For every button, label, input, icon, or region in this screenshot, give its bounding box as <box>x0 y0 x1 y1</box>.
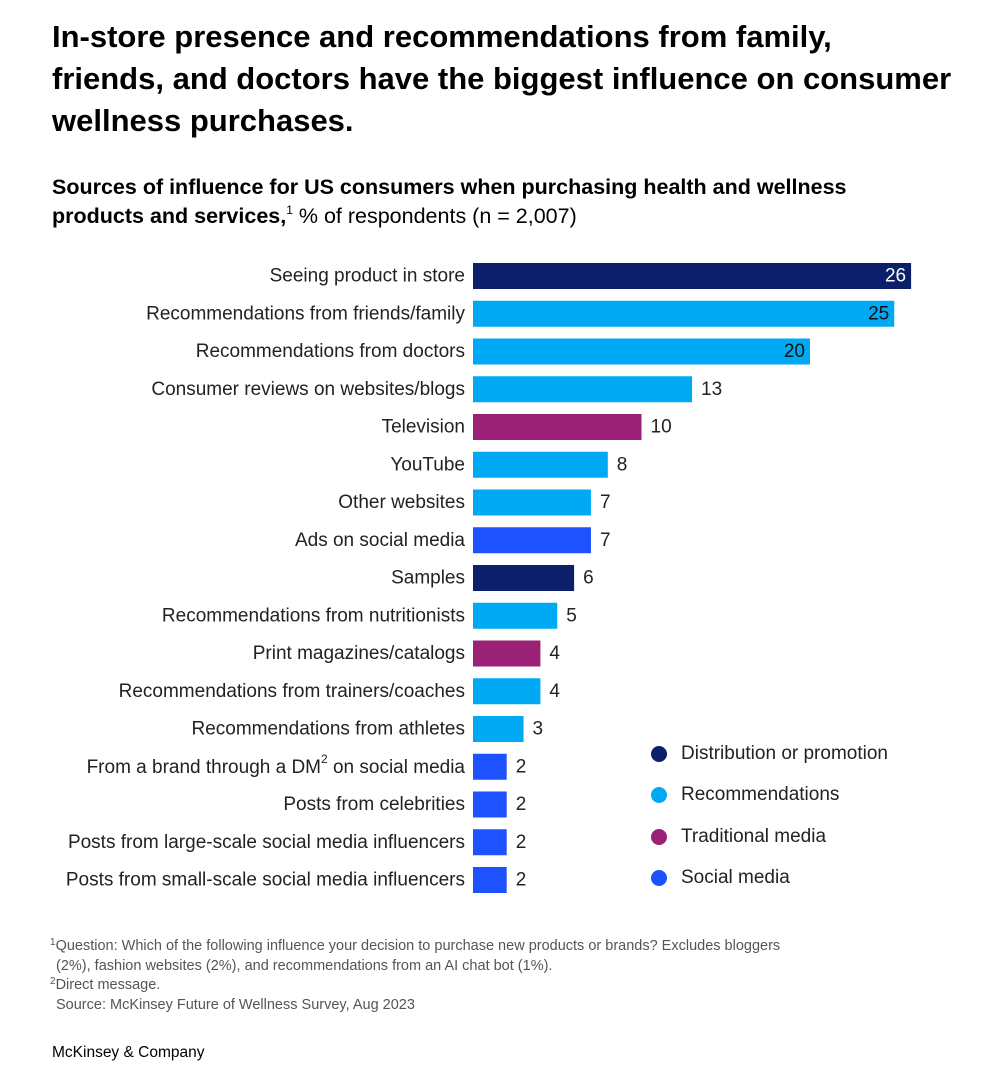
brand-logo-text: McKinsey & Company <box>52 1044 205 1061</box>
bar <box>473 489 591 516</box>
bar <box>473 716 524 742</box>
bar-label: Other websites <box>338 492 465 513</box>
bar <box>473 263 912 289</box>
bar-label: Recommendations from trainers/coaches <box>119 681 465 702</box>
bar-label: Seeing product in store <box>270 266 465 287</box>
bar-label: Posts from large-scale social media infl… <box>68 832 465 853</box>
legend-item: Distribution or promotion <box>651 733 888 775</box>
bar-value-label: 3 <box>533 719 544 740</box>
bar <box>473 829 507 856</box>
bar-value-label: 13 <box>701 379 722 400</box>
bar-label: Recommendations from friends/family <box>146 303 465 324</box>
legend-label: Traditional media <box>681 825 827 847</box>
bar <box>473 602 558 629</box>
bar <box>473 791 507 818</box>
footnote-1-marker: 1 <box>50 937 56 948</box>
bar-chart: Seeing product in store 26Recommendations… <box>66 263 912 893</box>
bar <box>473 640 541 667</box>
bar-label: Ads on social media <box>295 530 465 551</box>
legend-item: Social media <box>651 858 888 900</box>
bar-value-label: 7 <box>600 530 611 551</box>
bar <box>473 376 693 403</box>
bar <box>473 867 507 893</box>
footnotes: 1Question: Which of the following influe… <box>50 937 950 1015</box>
bar <box>473 300 895 327</box>
bar-value-label: 20 <box>784 341 805 362</box>
bar-value-label: 25 <box>868 303 889 324</box>
bar-value-label: 5 <box>566 605 577 626</box>
legend-item: Traditional media <box>651 816 888 858</box>
bar-label: Recommendations from athletes <box>191 719 465 740</box>
legend-label: Social media <box>681 867 790 889</box>
chart-title: In-store presence and recommendations fr… <box>52 19 952 138</box>
bar-label: Samples <box>391 568 465 589</box>
bar-label: YouTube <box>390 454 465 475</box>
bar-value-label: 2 <box>516 832 527 853</box>
bar-value-label: 4 <box>549 643 560 664</box>
footnote-2-marker: 2 <box>50 976 56 987</box>
bar <box>473 678 541 705</box>
footnote-2-text: Direct message. <box>55 977 161 993</box>
source-note: Source: McKinsey Future of Wellness Surv… <box>56 996 415 1013</box>
legend-swatch-icon <box>651 828 667 845</box>
legend-swatch-icon <box>651 787 667 804</box>
legend-swatch-icon <box>651 745 667 762</box>
bar <box>473 414 642 440</box>
legend-item: Recommendations <box>651 775 888 817</box>
bar-value-label: 7 <box>600 492 611 513</box>
bar-label: From a brand through a DM2 on social med… <box>87 752 466 778</box>
chart-subtitle: Sources of influence for US consumers wh… <box>52 173 912 231</box>
footnote-1: 1Question: Which of the following influe… <box>50 937 950 957</box>
bar-value-label: 2 <box>516 756 527 777</box>
bar-label: Posts from celebrities <box>283 794 465 815</box>
chart-legend: Distribution or promotion Recommendations… <box>651 733 888 899</box>
bar <box>473 753 507 780</box>
footnote-1-continued: (2%), fashion websites (2%), and recomme… <box>56 957 553 974</box>
subtitle-main: Sources of influence for US consumers wh… <box>52 175 847 228</box>
bar-value-label: 8 <box>617 454 628 475</box>
footnote-1-line-1: Question: Which of the following influen… <box>55 938 781 954</box>
footnote-2: 2Direct message. <box>50 976 950 996</box>
legend-label: Recommendations <box>681 784 840 806</box>
bar <box>473 527 591 554</box>
legend-swatch-icon <box>651 870 667 887</box>
bar-value-label: 4 <box>549 681 560 702</box>
bar-label: Posts from small-scale social media infl… <box>66 870 465 891</box>
bar-value-label: 2 <box>516 870 527 891</box>
bar-value-label: 2 <box>516 794 527 815</box>
bar-value-label: 10 <box>651 417 672 438</box>
bar <box>473 338 810 365</box>
bar-label: Consumer reviews on websites/blogs <box>151 379 465 400</box>
bar-value-label: 26 <box>885 266 906 287</box>
bar <box>473 451 608 478</box>
subtitle-footnote-marker: 1 <box>286 203 293 217</box>
bar-label: Print magazines/catalogs <box>253 643 465 664</box>
bar-value-label: 6 <box>583 568 594 589</box>
bar <box>473 565 575 591</box>
bar-label: Recommendations from nutritionists <box>162 605 465 626</box>
subtitle-unit: % of respondents (n = 2,007) <box>292 204 577 228</box>
legend-label: Distribution or promotion <box>681 742 888 764</box>
bar-label: Recommendations from doctors <box>196 341 465 362</box>
bar-label: Television <box>382 417 465 438</box>
